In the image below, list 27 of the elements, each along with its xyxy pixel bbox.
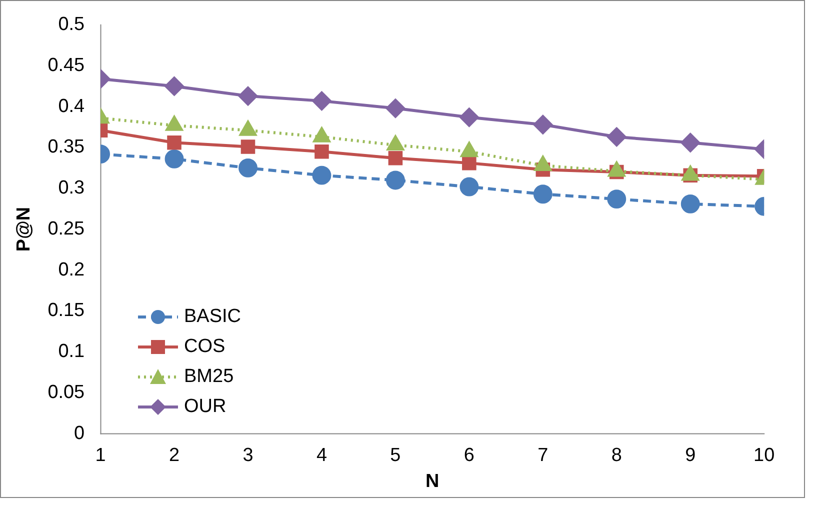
legend-label: BM25 — [184, 366, 234, 388]
legend-label: BASIC — [184, 306, 242, 328]
x-tick-label: 9 — [685, 445, 696, 466]
x-tick-label: 7 — [538, 445, 548, 466]
y-tick-label: 0.5 — [58, 14, 85, 36]
x-tick-label: 6 — [464, 445, 474, 466]
x-tick-label: 8 — [611, 445, 622, 466]
x-axis-title: N — [425, 470, 440, 492]
legend-label: COS — [184, 336, 226, 358]
y-tick-label: 0.05 — [48, 382, 85, 403]
y-tick-label: 0.4 — [58, 96, 85, 117]
x-tick-label: 5 — [390, 445, 401, 466]
x-tick-label: 1 — [95, 445, 106, 466]
y-tick-label: 0.25 — [48, 218, 85, 240]
y-tick-label: 0.35 — [48, 136, 85, 158]
legend-label: OUR — [184, 396, 226, 418]
y-axis-title: P@N — [14, 206, 35, 252]
y-tick-label: 0.1 — [58, 341, 85, 362]
y-tick-label: 0.45 — [48, 55, 85, 76]
x-tick-label: 2 — [168, 445, 180, 466]
y-tick-label: 0 — [74, 422, 85, 444]
x-tick-label: 3 — [242, 445, 254, 466]
x-tick-label: 4 — [316, 445, 327, 466]
x-tick-label: 10 — [754, 445, 775, 466]
y-tick-label: 0.15 — [48, 300, 85, 322]
y-tick-label: 0.3 — [58, 178, 85, 199]
y-tick-label: 0.2 — [58, 259, 85, 280]
